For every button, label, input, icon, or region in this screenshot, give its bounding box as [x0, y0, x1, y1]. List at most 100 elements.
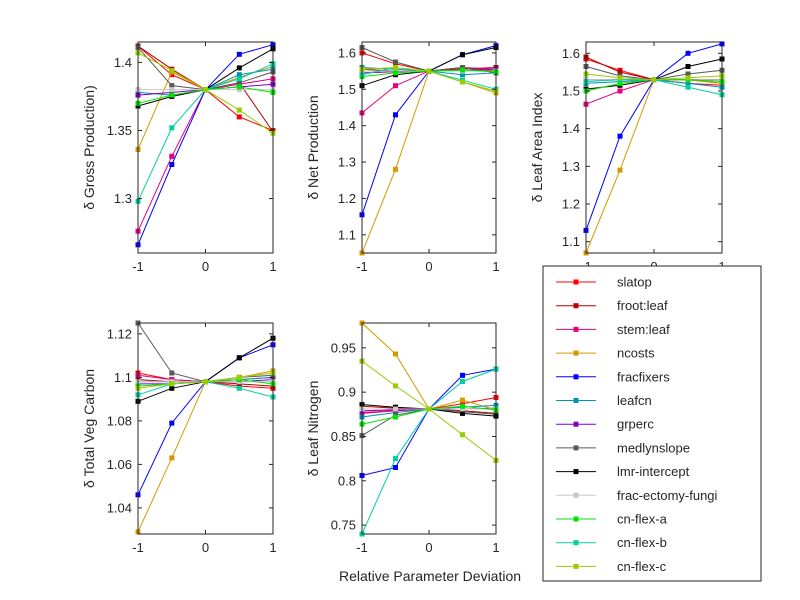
data-point-grperc: [169, 89, 175, 95]
x-tick-label: -1: [356, 540, 368, 555]
legend-item-cn-flex-a: cn-flex-a: [556, 512, 668, 527]
legend-marker: [573, 492, 579, 498]
y-tick-label: 1.3: [114, 191, 132, 206]
data-point-leafcn: [393, 410, 398, 415]
data-point-stem:leaf: [169, 153, 175, 159]
data-point-ncosts: [460, 397, 465, 403]
data-point-ncosts: [617, 167, 623, 173]
x-tick-label: -1: [356, 259, 368, 274]
data-point-frac-ectomy-fungi: [169, 87, 175, 93]
legend-item-grperc: grperc: [556, 417, 654, 432]
y-tick-label: 1.1: [562, 234, 580, 249]
data-point-cn-flex-a: [236, 84, 242, 90]
data-point-medlynslope: [236, 80, 242, 86]
legend-item-fracfixers: fracfixers: [556, 369, 670, 384]
data-point-cn-flex-c: [426, 68, 432, 74]
legend-marker: [573, 350, 579, 356]
legend-item-stem:leaf: stem:leaf: [556, 322, 670, 337]
data-point-frac-ectomy-fungi: [393, 406, 398, 412]
legend-label: ncosts: [617, 346, 655, 361]
legend-marker: [573, 516, 579, 522]
x-tick-label: 0: [202, 540, 209, 555]
data-point-slatop: [169, 72, 175, 78]
data-point-cn-flex-b: [236, 76, 242, 82]
legend-marker: [573, 540, 579, 546]
x-tick-label: 1: [492, 540, 499, 555]
data-point-fracfixers: [236, 51, 242, 57]
data-point-medlynslope: [393, 59, 398, 65]
data-point-cn-flex-c: [617, 75, 623, 81]
data-point-stem:leaf: [617, 88, 623, 94]
legend-item-lmr-intercept: lmr-intercept: [556, 464, 690, 479]
legend-marker: [573, 303, 579, 309]
legend-item-cn-flex-c: cn-flex-c: [556, 559, 667, 574]
y-tick-label: 1.5: [338, 82, 356, 97]
y-tick-label: 0.95: [331, 340, 356, 355]
legend-item-ncosts: ncosts: [556, 346, 655, 361]
legend-marker: [573, 279, 579, 285]
data-point-cn-flex-b: [685, 84, 691, 90]
data-point-cn-flex-b: [393, 456, 398, 462]
subplot-4: -1 0 1 1.04 1.06 1.08 1.1 1.12 δ Total Veg Carbo…: [81, 320, 277, 555]
data-point-lmr-intercept: [460, 410, 465, 416]
data-point-cn-flex-c: [169, 381, 175, 387]
data-point-cn-flex-c: [203, 379, 208, 385]
data-point-frac-ectomy-fungi: [236, 87, 242, 93]
data-point-cn-flex-a: [393, 414, 398, 420]
data-point-ncosts: [393, 351, 398, 357]
legend-item-medlynslope: medlynslope: [556, 440, 690, 455]
data-point-leafcn: [685, 80, 691, 86]
y-tick-label: 1.4: [114, 55, 132, 70]
x-tick-label: -1: [132, 540, 144, 555]
data-point-cn-flex-c: [393, 65, 398, 70]
x-tick-label: 1: [269, 540, 276, 555]
data-point-fracfixers: [685, 50, 691, 56]
data-point-medlynslope: [685, 71, 691, 77]
y-tick-label: 0.8: [338, 473, 356, 488]
data-point-cn-flex-a: [460, 403, 465, 409]
data-point-leafcn: [236, 72, 242, 78]
data-point-cn-flex-a: [169, 92, 175, 98]
x-tick-label: 0: [425, 259, 432, 274]
y-tick-label: 1.12: [107, 326, 132, 341]
data-point-lmr-intercept: [460, 52, 465, 58]
data-point-fracfixers: [460, 372, 465, 378]
data-point-cn-flex-a: [393, 70, 398, 76]
data-point-slatop: [236, 114, 242, 120]
legend-label: lmr-intercept: [617, 464, 690, 479]
data-point-froot:leaf: [617, 69, 623, 75]
data-point-cn-flex-c: [236, 374, 242, 380]
data-point-leafcn: [460, 72, 465, 78]
data-point-cn-flex-c: [236, 107, 242, 113]
data-point-medlynslope: [169, 370, 175, 376]
legend-label: cn-flex-b: [617, 535, 667, 550]
data-point-cn-flex-c: [460, 432, 465, 438]
y-tick-label: 1.04: [107, 500, 132, 515]
legend-label: slatop: [617, 275, 652, 290]
data-point-fracfixers: [169, 162, 175, 167]
legend: slatop froot:leaf stem:leaf ncosts fracfixer…: [542, 265, 762, 582]
data-point-cn-flex-c: [393, 383, 398, 389]
legend-marker: [573, 326, 579, 332]
legend-item-slatop: slatop: [556, 275, 652, 290]
legend-item-froot:leaf: froot:leaf: [556, 298, 668, 313]
y-axis-label: δ Leaf Nitrogen: [305, 381, 321, 477]
data-point-lmr-intercept: [236, 65, 242, 71]
data-point-cn-flex-b: [169, 125, 175, 131]
data-point-lmr-intercept: [169, 385, 175, 391]
y-tick-label: 0.75: [331, 518, 356, 533]
data-point-cn-flex-a: [460, 67, 465, 73]
data-point-cn-flex-c: [685, 75, 691, 81]
data-point-ncosts: [393, 166, 398, 172]
data-point-cn-flex-c: [460, 79, 465, 85]
legend-label: medlynslope: [617, 440, 690, 455]
y-tick-label: 1.1: [338, 227, 356, 242]
data-point-cn-flex-c: [203, 87, 208, 93]
y-tick-label: 1.4: [562, 121, 580, 136]
y-tick-label: 1.3: [562, 159, 580, 174]
y-tick-label: 0.85: [331, 429, 356, 444]
data-point-stem:leaf: [393, 83, 398, 89]
data-point-fracfixers: [169, 420, 175, 426]
y-axis-label: δ Total Veg Carbon: [81, 369, 97, 488]
